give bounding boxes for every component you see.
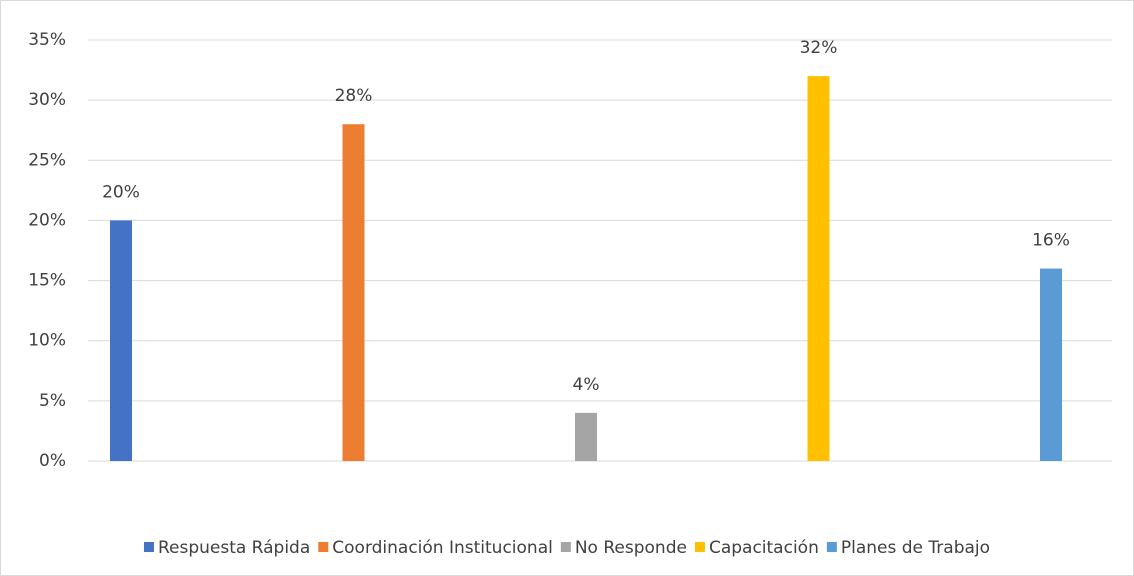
data-label: 4% bbox=[573, 375, 600, 395]
y-tick-label: 30% bbox=[28, 90, 66, 110]
legend-swatch bbox=[694, 542, 705, 552]
data-label: 28% bbox=[335, 86, 373, 106]
data-label: 20% bbox=[102, 182, 140, 202]
legend-label: Planes de Trabajo bbox=[841, 538, 990, 558]
bar bbox=[807, 76, 830, 461]
y-tick-label: 35% bbox=[28, 30, 66, 50]
legend-label: Capacitación bbox=[709, 538, 819, 558]
bar bbox=[1040, 268, 1062, 461]
y-tick-label: 5% bbox=[39, 391, 66, 411]
bar bbox=[110, 220, 132, 461]
y-tick-label: 20% bbox=[28, 210, 66, 230]
legend-swatch bbox=[560, 542, 571, 552]
data-label: 32% bbox=[800, 38, 838, 58]
bar bbox=[342, 124, 365, 461]
y-tick-label: 25% bbox=[28, 150, 66, 170]
legend-swatch bbox=[826, 542, 837, 552]
legend-label: Respuesta Rápida bbox=[158, 538, 310, 558]
data-label: 16% bbox=[1032, 231, 1070, 251]
y-tick-label: 15% bbox=[28, 271, 66, 291]
bar bbox=[575, 412, 597, 461]
y-tick-label: 10% bbox=[28, 331, 66, 351]
legend-swatch bbox=[318, 542, 329, 552]
y-tick-label: 0% bbox=[39, 451, 66, 471]
legend-label: Coordinación Institucional bbox=[332, 538, 553, 558]
legend-swatch bbox=[143, 542, 154, 552]
legend-label: No Responde bbox=[575, 538, 687, 558]
